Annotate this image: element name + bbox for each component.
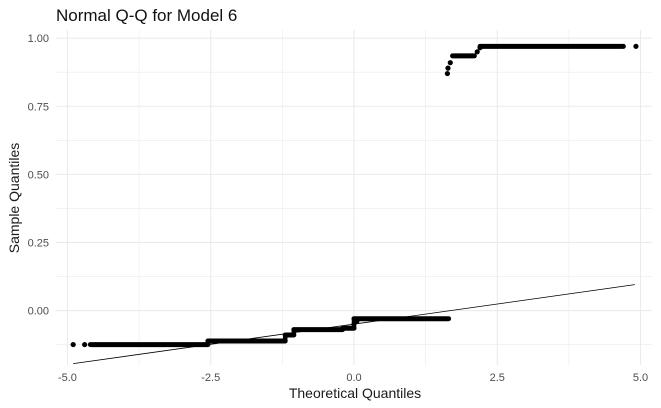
y-axis-title: Sample Quantiles — [6, 143, 22, 254]
data-point — [474, 49, 480, 55]
x-tick-label: 0.0 — [346, 372, 361, 384]
y-tick-label: 1.00 — [28, 33, 49, 45]
data-point — [82, 341, 88, 348]
y-tick-label: 0.75 — [28, 101, 49, 113]
reference-line-group — [73, 284, 635, 365]
data-point — [633, 43, 639, 49]
grid-lines — [56, 30, 652, 365]
x-tick-label: -5.0 — [58, 372, 77, 384]
x-axis-title: Theoretical Quantiles — [289, 385, 421, 401]
y-tick-label: 0.25 — [28, 237, 49, 249]
data-point — [445, 65, 451, 71]
qq-reference-line — [73, 284, 635, 365]
data-point — [444, 70, 451, 77]
x-tick-label: 5.0 — [633, 372, 648, 384]
x-tick-label: 2.5 — [490, 372, 505, 384]
data-point — [477, 45, 483, 51]
y-tick-label: 0.50 — [28, 169, 49, 181]
tick-labels: -5.0 -2.5 0.0 2.5 5.0 0.00 0.25 0.50 0.75 1.00 — [28, 33, 649, 384]
chart-title: Normal Q-Q for Model 6 — [56, 6, 238, 25]
y-tick-label: 0.00 — [28, 306, 49, 318]
data-point — [447, 60, 453, 66]
data-point — [70, 341, 76, 348]
x-tick-label: -2.5 — [201, 372, 220, 384]
data-point — [354, 318, 360, 325]
data-marks — [70, 43, 639, 348]
